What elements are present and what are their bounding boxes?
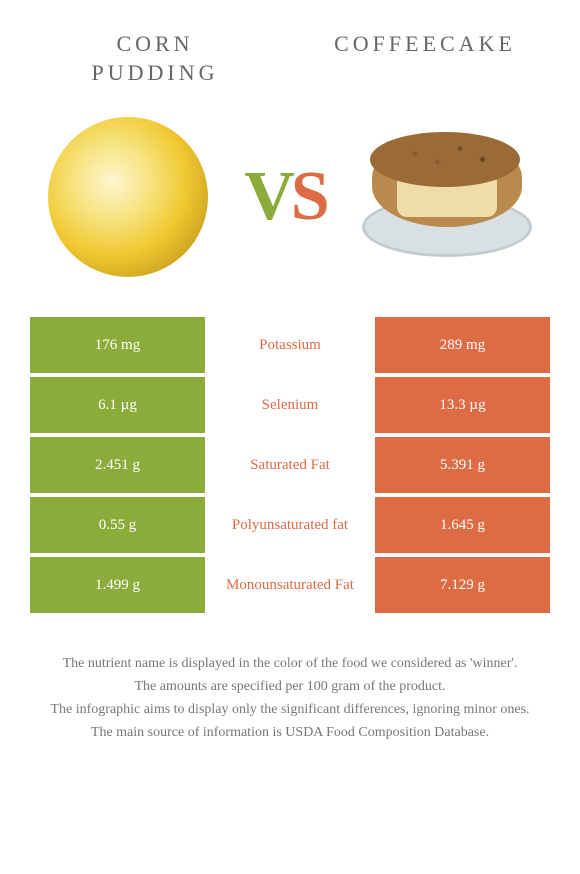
left-food-title: CORN PUDDING [20,30,290,87]
left-food-image [48,117,208,277]
right-title-text: COFFEECAKE [334,31,516,56]
left-value-cell: 0.55 g [30,497,205,553]
right-value-cell: 289 mg [375,317,550,373]
crumble-shape [370,132,520,187]
right-food-image [362,137,532,257]
titles-row: CORN PUDDING COFFEECAKE [0,0,580,97]
left-value-cell: 2.451 g [30,437,205,493]
table-row: 6.1 µgSelenium13.3 µg [30,377,550,433]
left-title-line2: PUDDING [92,60,219,85]
table-row: 2.451 gSaturated Fat5.391 g [30,437,550,493]
table-row: 176 mgPotassium289 mg [30,317,550,373]
nutrient-name-cell: Potassium [205,317,375,373]
nutrient-name-cell: Polyunsaturated fat [205,497,375,553]
footer-line: The main source of information is USDA F… [30,722,550,743]
left-value-cell: 6.1 µg [30,377,205,433]
nutrient-name-cell: Saturated Fat [205,437,375,493]
right-value-cell: 13.3 µg [375,377,550,433]
nutrient-name-cell: Selenium [205,377,375,433]
right-value-cell: 7.129 g [375,557,550,613]
left-title-line1: CORN [116,31,193,56]
vs-label: VS [244,157,326,237]
left-value-cell: 176 mg [30,317,205,373]
hero-row: VS [0,97,580,317]
footer-line: The amounts are specified per 100 gram o… [30,676,550,697]
left-value-cell: 1.499 g [30,557,205,613]
right-value-cell: 1.645 g [375,497,550,553]
nutrient-name-cell: Monounsaturated Fat [205,557,375,613]
comparison-table: 176 mgPotassium289 mg6.1 µgSelenium13.3 … [30,317,550,613]
footer-line: The nutrient name is displayed in the co… [30,653,550,674]
right-food-title: COFFEECAKE [290,30,560,87]
vs-s: S [291,158,326,235]
table-row: 0.55 gPolyunsaturated fat1.645 g [30,497,550,553]
vs-v: V [244,158,291,235]
right-value-cell: 5.391 g [375,437,550,493]
footer-line: The infographic aims to display only the… [30,699,550,720]
footer-notes: The nutrient name is displayed in the co… [30,653,550,743]
table-row: 1.499 gMonounsaturated Fat7.129 g [30,557,550,613]
